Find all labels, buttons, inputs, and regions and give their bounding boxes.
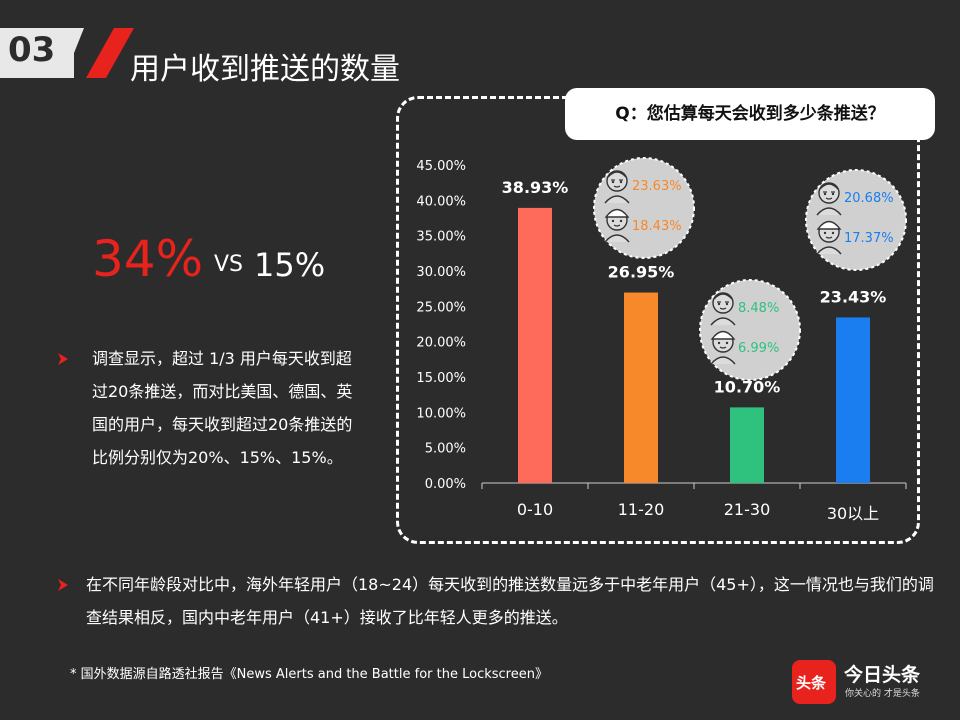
bar-value-label: 23.43%: [820, 287, 887, 306]
x-tick-label: 0-10: [517, 500, 553, 519]
vs-label: VS: [214, 252, 244, 277]
x-tick-label: 21-30: [724, 500, 771, 519]
older-percentage: 20.68%: [844, 191, 894, 206]
chevron-right-icon: [58, 350, 68, 369]
older-percentage: 8.48%: [738, 301, 779, 316]
elderly-person-icon: [710, 292, 736, 326]
y-tick-label: 30.00%: [416, 265, 466, 280]
bar-0-10: [518, 207, 552, 484]
bar-30以上: [836, 317, 870, 483]
bar-chart: 0.00% 5.00% 10.00% 15.00% 20.00% 25.00% 30.00%…: [416, 157, 907, 523]
bar-value-label: 10.70%: [714, 377, 781, 396]
source-footnote: * 国外数据源自路透社报告《News Alerts and the Battle…: [70, 667, 548, 682]
logo-box-text: 头条: [796, 674, 827, 692]
section-number-badge: [0, 28, 74, 78]
comparison-paragraph: 在不同年龄段对比中，海外年轻用户（18~24）每天收到的推送数量远多于中老年用户…: [86, 575, 934, 627]
logo-subtitle: 你关心的 才是头条: [845, 689, 920, 699]
bar-11-20: [624, 292, 658, 483]
y-tick-label: 20.00%: [416, 336, 466, 351]
y-tick-label: 0.00%: [425, 477, 466, 492]
chevron-right-icon: [58, 576, 68, 595]
comparison-percentage: 15%: [254, 246, 326, 284]
age-callout-bubble: [699, 279, 801, 381]
elderly-person-icon: [604, 170, 630, 204]
highlight-percentage: 34%: [92, 230, 204, 288]
young-person-icon: [710, 330, 736, 365]
y-tick-label: 45.00%: [416, 159, 466, 174]
bar-value-label: 38.93%: [502, 178, 569, 197]
bar-21-30: [730, 407, 764, 483]
younger-percentage: 17.37%: [844, 231, 894, 246]
header-stripes: [64, 28, 134, 78]
y-tick-label: 40.00%: [416, 194, 466, 209]
summary-paragraph: 调查显示，超过 1/3 用户每天收到超过20条推送，而对比美国、德国、英国的用户…: [92, 349, 353, 467]
x-tick-label: 11-20: [618, 500, 665, 519]
age-callout-bubble: [593, 157, 695, 259]
y-tick-label: 35.00%: [416, 230, 466, 245]
young-person-icon: [604, 208, 630, 243]
bar-value-label: 26.95%: [608, 263, 675, 282]
y-tick-label: 15.00%: [416, 371, 466, 386]
young-person-icon: [816, 220, 842, 255]
older-percentage: 23.63%: [632, 179, 682, 194]
survey-question: Q：您估算每天会收到多少条推送？: [565, 88, 935, 140]
y-tick-label: 5.00%: [425, 442, 466, 457]
elderly-person-icon: [816, 182, 842, 216]
y-tick-label: 25.00%: [416, 300, 466, 315]
age-callout-bubble: [805, 169, 907, 271]
page-title: 用户收到推送的数量: [130, 52, 400, 87]
section-number: 03: [8, 30, 56, 70]
younger-percentage: 6.99%: [738, 341, 779, 356]
x-tick-label: 30以上: [827, 504, 879, 523]
logo-title: 今日头条: [844, 664, 921, 686]
younger-percentage: 18.43%: [632, 219, 682, 234]
toutiao-logo-icon: [792, 660, 836, 704]
y-tick-label: 10.00%: [416, 406, 466, 421]
